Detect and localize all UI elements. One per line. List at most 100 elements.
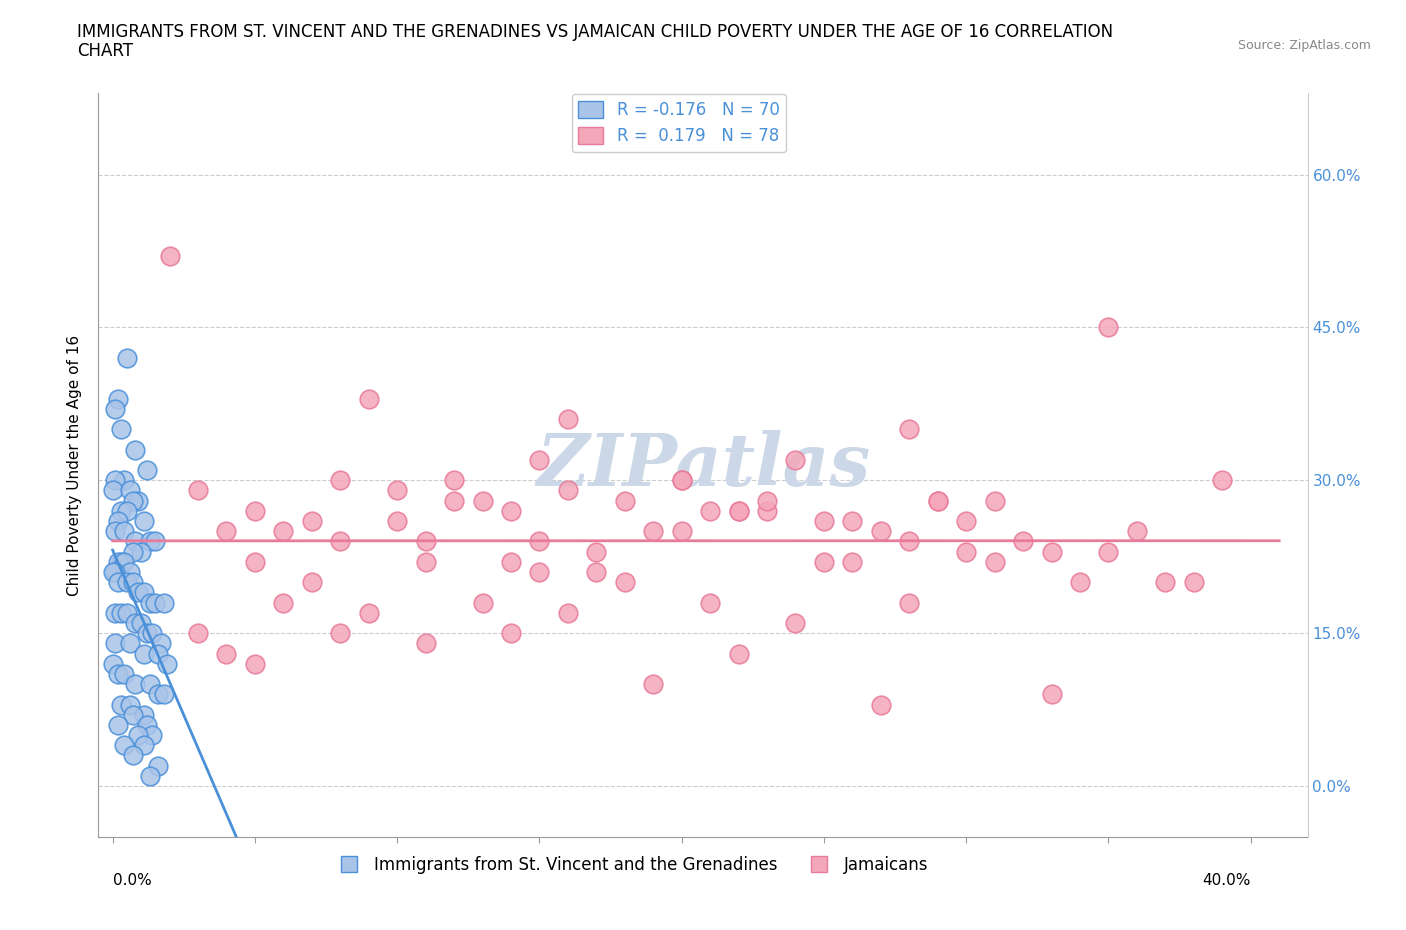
Point bbox=[927, 493, 949, 508]
Point bbox=[187, 483, 209, 498]
Point bbox=[785, 453, 807, 468]
Point bbox=[121, 575, 143, 590]
Point bbox=[150, 636, 173, 651]
Point bbox=[1126, 524, 1149, 538]
Point bbox=[243, 503, 266, 518]
Point bbox=[869, 524, 891, 538]
Point bbox=[110, 698, 132, 712]
Point bbox=[112, 524, 135, 538]
Point bbox=[585, 544, 607, 559]
Point bbox=[756, 503, 779, 518]
Point bbox=[124, 616, 146, 631]
Point bbox=[529, 534, 551, 549]
Point bbox=[301, 575, 323, 590]
Point bbox=[121, 544, 143, 559]
Text: Source: ZipAtlas.com: Source: ZipAtlas.com bbox=[1237, 39, 1371, 52]
Point bbox=[110, 503, 132, 518]
Point bbox=[187, 626, 209, 641]
Point bbox=[671, 524, 693, 538]
Point bbox=[118, 698, 141, 712]
Point bbox=[983, 493, 1005, 508]
Point bbox=[1097, 544, 1119, 559]
Point bbox=[529, 565, 551, 579]
Point bbox=[141, 626, 163, 641]
Point bbox=[129, 544, 152, 559]
Text: IMMIGRANTS FROM ST. VINCENT AND THE GRENADINES VS JAMAICAN CHILD POVERTY UNDER T: IMMIGRANTS FROM ST. VINCENT AND THE GREN… bbox=[77, 23, 1114, 41]
Point bbox=[104, 402, 127, 417]
Point bbox=[115, 575, 138, 590]
Point bbox=[132, 513, 155, 528]
Point bbox=[146, 758, 169, 773]
Point bbox=[110, 422, 132, 437]
Point bbox=[107, 667, 129, 682]
Point bbox=[115, 503, 138, 518]
Text: 40.0%: 40.0% bbox=[1202, 872, 1251, 887]
Point bbox=[301, 513, 323, 528]
Point bbox=[118, 636, 141, 651]
Point bbox=[115, 351, 138, 365]
Point bbox=[215, 524, 238, 538]
Text: 0.0%: 0.0% bbox=[112, 872, 152, 887]
Point bbox=[146, 687, 169, 702]
Point bbox=[357, 605, 380, 620]
Point bbox=[135, 717, 157, 732]
Point bbox=[243, 657, 266, 671]
Text: CHART: CHART bbox=[77, 42, 134, 60]
Point bbox=[1040, 687, 1063, 702]
Point bbox=[613, 575, 636, 590]
Point bbox=[1211, 472, 1233, 487]
Point bbox=[104, 636, 127, 651]
Point bbox=[104, 524, 127, 538]
Point bbox=[127, 727, 149, 742]
Point bbox=[415, 554, 437, 569]
Point bbox=[156, 657, 179, 671]
Point bbox=[215, 646, 238, 661]
Point bbox=[1040, 544, 1063, 559]
Point bbox=[699, 503, 721, 518]
Point bbox=[813, 554, 835, 569]
Point bbox=[107, 554, 129, 569]
Point bbox=[141, 727, 163, 742]
Point bbox=[1069, 575, 1091, 590]
Point bbox=[898, 534, 921, 549]
Point bbox=[671, 472, 693, 487]
Point bbox=[329, 472, 352, 487]
Point bbox=[329, 534, 352, 549]
Point bbox=[841, 554, 863, 569]
Point bbox=[146, 646, 169, 661]
Point bbox=[121, 707, 143, 722]
Point bbox=[107, 513, 129, 528]
Point bbox=[727, 503, 749, 518]
Point bbox=[585, 565, 607, 579]
Point bbox=[955, 544, 977, 559]
Point bbox=[499, 626, 522, 641]
Point bbox=[138, 677, 160, 692]
Point bbox=[357, 392, 380, 406]
Point bbox=[153, 595, 176, 610]
Point bbox=[841, 513, 863, 528]
Point bbox=[699, 595, 721, 610]
Point bbox=[107, 392, 129, 406]
Point bbox=[127, 493, 149, 508]
Point bbox=[273, 524, 295, 538]
Point bbox=[153, 687, 176, 702]
Point bbox=[110, 554, 132, 569]
Point bbox=[112, 737, 135, 752]
Point bbox=[385, 513, 408, 528]
Point bbox=[104, 565, 127, 579]
Point bbox=[124, 677, 146, 692]
Point bbox=[104, 605, 127, 620]
Point bbox=[112, 554, 135, 569]
Point bbox=[143, 595, 166, 610]
Point bbox=[385, 483, 408, 498]
Point bbox=[329, 626, 352, 641]
Point bbox=[529, 453, 551, 468]
Y-axis label: Child Poverty Under the Age of 16: Child Poverty Under the Age of 16 bbox=[67, 335, 83, 595]
Point bbox=[159, 248, 181, 263]
Point bbox=[499, 554, 522, 569]
Point bbox=[124, 534, 146, 549]
Point bbox=[869, 698, 891, 712]
Point bbox=[499, 503, 522, 518]
Point bbox=[557, 412, 579, 427]
Point bbox=[443, 472, 465, 487]
